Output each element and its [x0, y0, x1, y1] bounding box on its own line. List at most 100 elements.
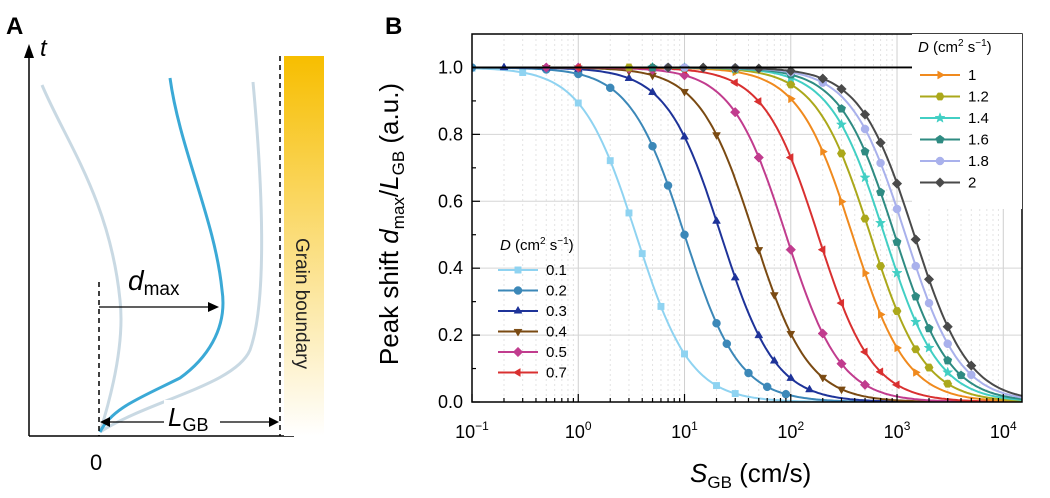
legend-label: 2: [968, 175, 976, 192]
data-point: [860, 124, 870, 134]
y-tick-label: 0.8: [438, 124, 463, 144]
data-point: [817, 73, 828, 84]
data-point: [942, 366, 954, 378]
legend-label: 0.5: [546, 344, 567, 361]
data-point: [966, 360, 977, 371]
data-point: [805, 384, 814, 393]
data-point: [836, 358, 847, 369]
data-point: [934, 177, 946, 188]
data-point: [838, 197, 847, 206]
data-point: [625, 209, 633, 217]
lgb-l: L: [168, 402, 182, 432]
dmax-d: d: [128, 265, 145, 296]
faint-curve-left: [40, 84, 123, 433]
data-point: [924, 298, 934, 308]
data-point: [836, 298, 845, 308]
data-point: [891, 178, 903, 189]
data-point: [513, 305, 523, 314]
data-point: [935, 134, 945, 144]
data-point: [935, 92, 945, 101]
data-point: [624, 73, 634, 81]
data-point: [942, 321, 953, 332]
data-point: [837, 104, 846, 113]
data-point: [712, 216, 721, 224]
data-point: [892, 237, 902, 246]
y-tick-labels: 0.0 0.2 0.4 0.6 0.8 1.0: [438, 57, 463, 412]
data-point: [762, 382, 772, 392]
data-point: [910, 234, 921, 245]
y-tick-label: 0.2: [438, 325, 463, 345]
y-axis-label: Peak shift dmax/LGB (a.u.): [374, 83, 408, 365]
x-tick-label: 104: [990, 419, 1017, 442]
y-tick-label: 0.6: [438, 191, 463, 211]
legend-label: 0.2: [546, 283, 567, 300]
panel-b: B 0.0 0.2 0.4 0.6 0.8 1.0 10−1 100 101 1…: [374, 13, 1023, 492]
data-point: [837, 386, 846, 395]
data-point: [818, 374, 828, 383]
data-point: [744, 368, 753, 378]
data-point: [875, 367, 884, 377]
data-point: [943, 339, 952, 349]
panel-a-label: A: [6, 13, 23, 40]
lgb-sub: GB: [182, 415, 208, 435]
legend-high-d: D (cm2 s−1) 1 1.2 1.4 1.6 1.8 2: [912, 34, 1022, 209]
data-point: [512, 346, 524, 358]
data-point: [769, 292, 779, 300]
data-point: [923, 274, 935, 285]
x-tick-label: 102: [777, 419, 804, 442]
x-axis-label: SGB (cm/s): [690, 458, 811, 492]
data-point: [937, 70, 946, 80]
data-point: [680, 88, 689, 97]
data-point: [859, 171, 871, 183]
legend-label: 1.6: [968, 132, 989, 149]
legend-label: 0.4: [546, 324, 567, 341]
dmax-sub: max: [144, 279, 180, 300]
y-tick-label: 1.0: [438, 57, 463, 77]
data-point: [786, 330, 796, 339]
data-point: [891, 267, 903, 278]
data-point: [891, 380, 900, 390]
legend-label: 0.1: [546, 262, 567, 279]
data-point: [934, 112, 946, 123]
legend-entry: 0.4: [498, 324, 567, 341]
data-point: [605, 83, 615, 93]
data-point: [924, 363, 934, 372]
data-point: [730, 78, 738, 88]
axis-ticks: [471, 66, 1004, 403]
legend-entry: 1.4: [920, 110, 989, 127]
legend-entry: 1.6: [920, 132, 989, 149]
data-point: [648, 87, 657, 95]
data-point: [923, 341, 935, 353]
main-profile-curve: [98, 77, 225, 433]
data-point: [769, 355, 779, 364]
data-point: [753, 97, 762, 106]
data-point: [820, 147, 828, 156]
data-point: [860, 146, 870, 156]
legend-entry: 0.2: [498, 283, 567, 300]
data-point: [876, 158, 885, 168]
legend-entry: 1: [920, 67, 976, 84]
legend-low-title: D (cm2 s−1): [500, 236, 574, 254]
data-point: [876, 187, 886, 197]
dmax-label: dmax: [128, 265, 180, 300]
panel-b-label: B: [385, 13, 402, 40]
x-tick-label: 103: [884, 419, 911, 442]
faint-curve-right: [99, 81, 264, 434]
data-point: [754, 247, 764, 255]
data-point: [785, 153, 794, 162]
data-point: [913, 368, 921, 377]
legend-label: 1.2: [968, 89, 989, 106]
data-point: [753, 152, 764, 163]
data-point: [519, 69, 527, 76]
data-point: [713, 382, 720, 390]
data-point: [753, 63, 764, 74]
legend-entry: 2: [920, 175, 976, 192]
data-point: [817, 328, 828, 339]
data-point: [943, 379, 953, 388]
data-point: [712, 132, 721, 140]
plot-frame: [471, 33, 1023, 403]
data-point: [785, 244, 796, 255]
data-point: [967, 370, 976, 380]
data-point: [894, 343, 903, 353]
